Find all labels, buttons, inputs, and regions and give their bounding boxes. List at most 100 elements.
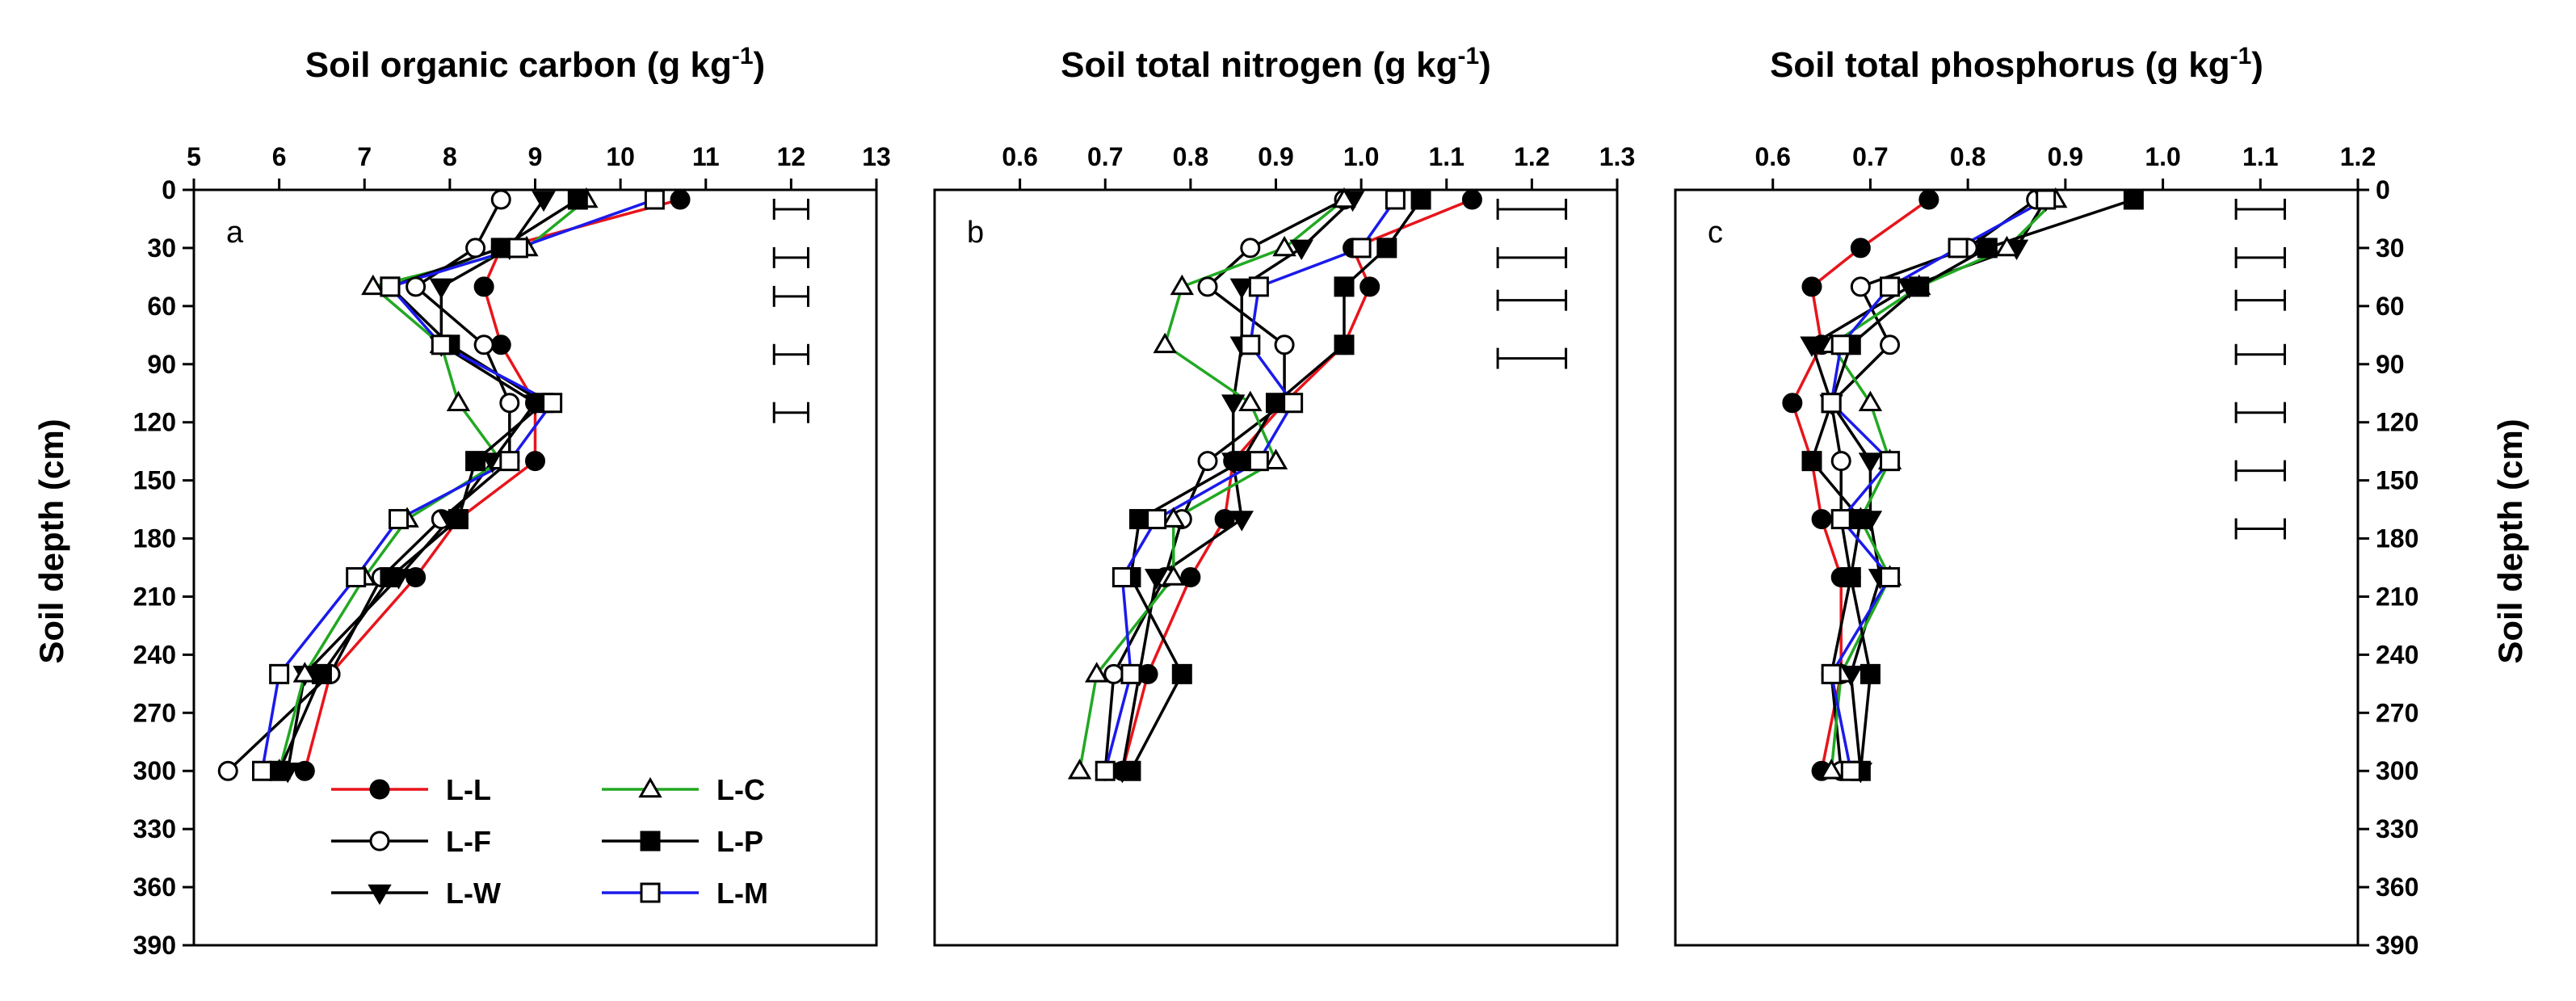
data-point <box>1120 663 1141 684</box>
data-point <box>1274 334 1295 355</box>
data-point <box>1283 393 1304 414</box>
data-point <box>1197 276 1218 297</box>
y-axis-title-right: Soil depth (cm) <box>2491 418 2529 663</box>
legend-marker <box>640 831 661 852</box>
data-point <box>499 393 520 414</box>
y-tick-label: 210 <box>133 582 176 611</box>
data-point <box>473 276 494 297</box>
data-point <box>346 566 367 587</box>
series-line-l-c <box>1830 198 2057 772</box>
data-point <box>1811 509 1832 530</box>
data-point <box>1359 276 1380 297</box>
data-point <box>1858 452 1883 473</box>
data-point <box>1830 451 1851 472</box>
data-point <box>1221 394 1246 415</box>
data-point <box>2036 189 2057 210</box>
series-line-l-p <box>1129 198 1422 772</box>
data-point <box>1376 238 1397 259</box>
legend-marker <box>640 882 661 903</box>
data-point <box>1461 189 1482 210</box>
x-tick-label: 6 <box>272 142 287 171</box>
data-point <box>1334 276 1355 297</box>
data-point <box>1858 390 1883 412</box>
error-bar <box>772 198 809 220</box>
legend: L-L L-F L-W L-C L-P L-M <box>331 773 768 910</box>
series-markers-l-f <box>1095 189 1355 781</box>
y-tick-label: 120 <box>2376 408 2418 437</box>
legend-marker <box>368 884 392 906</box>
x-tick-label: 0.6 <box>1002 142 1037 171</box>
data-point <box>1830 509 1851 530</box>
data-point <box>644 189 665 210</box>
series-markers-l-c <box>267 187 599 780</box>
x-tick-label: 0.6 <box>1754 142 1790 171</box>
y-tick-label: 60 <box>147 292 176 321</box>
data-point <box>1850 509 1871 530</box>
x-tick-label: 0.9 <box>2048 142 2083 171</box>
data-point <box>269 663 290 684</box>
error-bar <box>2234 198 2286 220</box>
x-tick-label: 1.0 <box>1343 142 1379 171</box>
x-tick-label: 12 <box>777 142 806 171</box>
legend-label: L-P <box>716 825 763 858</box>
data-point <box>1821 393 1842 414</box>
x-tick-label: 10 <box>606 142 635 171</box>
x-tick-label: 13 <box>862 142 891 171</box>
data-point <box>1229 511 1254 532</box>
data-point <box>1197 451 1218 472</box>
error-bar <box>1496 198 1568 220</box>
error-bar <box>2234 402 2286 423</box>
error-bar <box>1496 347 1568 369</box>
error-bar <box>2234 518 2286 540</box>
legend-label: L-C <box>716 773 765 806</box>
x-tick-label: 8 <box>443 142 457 171</box>
data-point <box>1880 276 1901 297</box>
panel-letter: a <box>226 216 244 250</box>
x-tick-label: 1.1 <box>2242 142 2278 171</box>
x-tick-label: 9 <box>528 142 543 171</box>
x-tick-label: 1.3 <box>1599 142 1635 171</box>
data-point <box>1231 451 1252 472</box>
data-point <box>1819 759 1843 780</box>
x-tick-label: 5 <box>187 142 201 171</box>
y-tick-label: 180 <box>2376 524 2418 553</box>
y-tick-label: 90 <box>147 350 176 379</box>
error-bar <box>772 285 809 307</box>
data-point <box>1801 451 1822 472</box>
data-point <box>1850 238 1871 259</box>
data-point <box>1067 759 1092 780</box>
y-tick-label: 0 <box>2376 175 2390 204</box>
y-tick-label: 390 <box>133 931 176 960</box>
series-markers-l-m <box>1095 189 1406 781</box>
y-tick-label: 240 <box>133 640 176 669</box>
legend-label: L-F <box>446 825 491 858</box>
data-point <box>252 760 272 781</box>
data-point <box>1112 566 1133 587</box>
data-point <box>1830 334 1851 355</box>
data-point <box>1120 760 1141 781</box>
data-point <box>499 451 520 472</box>
data-point <box>1800 336 1824 357</box>
x-tick-label: 1.2 <box>2340 142 2376 171</box>
data-point <box>1840 566 1861 587</box>
panels: Soil organic carbon (g kg-1) 5 6 7 8 9 10 11 12 1… <box>133 43 2419 960</box>
data-point <box>1918 189 1939 210</box>
series-line-l-l <box>303 198 681 772</box>
data-point <box>269 760 290 781</box>
legend-marker <box>369 779 390 800</box>
data-point <box>490 334 511 355</box>
legend-label: L-L <box>446 773 491 806</box>
data-point <box>1240 334 1261 355</box>
data-point <box>1238 390 1263 412</box>
data-point <box>567 189 588 210</box>
y-tick-label: 360 <box>133 873 176 902</box>
y-axis-title-left: Soil depth (cm) <box>32 418 70 663</box>
data-point <box>1334 334 1355 355</box>
series-markers-l-l <box>1112 189 1482 781</box>
data-point <box>311 663 332 684</box>
panel-c: Soil total phosphorus (g kg-1) 0.6 0.7 0.8 0… <box>1674 43 2418 960</box>
data-point <box>1948 238 1969 259</box>
data-point <box>446 390 471 412</box>
data-point <box>1170 274 1195 296</box>
y-tick-label: 90 <box>2376 350 2405 379</box>
